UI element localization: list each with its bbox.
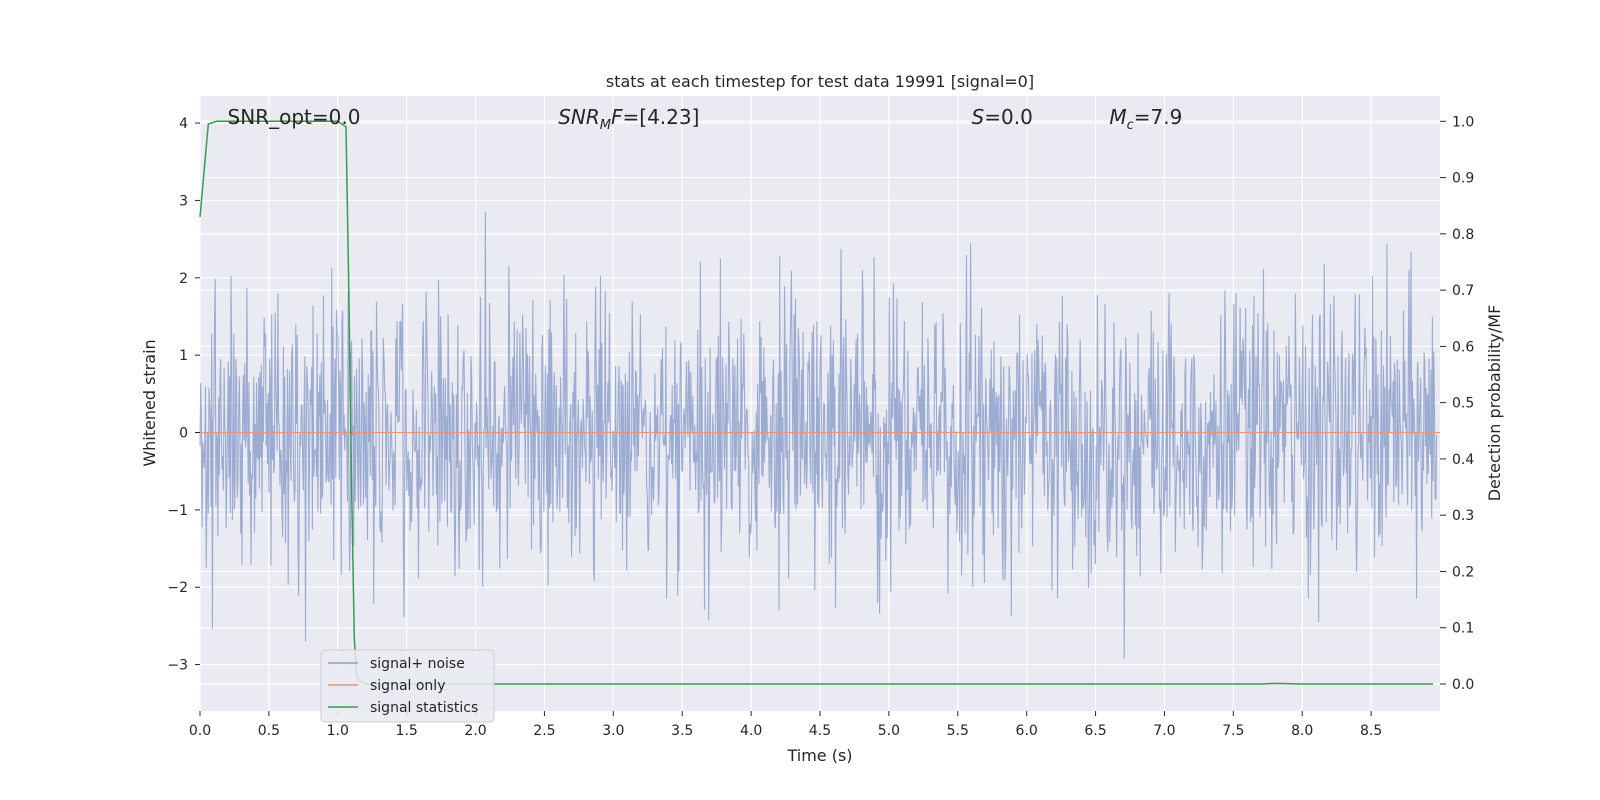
y2-tick-label: 0.4	[1452, 452, 1474, 468]
x-tick-label: 5.0	[878, 723, 900, 739]
x-tick-label: 0.0	[189, 723, 211, 739]
legend-label: signal statistics	[370, 700, 478, 716]
chart-title: stats at each timestep for test data 199…	[606, 72, 1034, 91]
y2-tick-label: 0.5	[1452, 396, 1474, 412]
x-tick-label: 3.0	[602, 723, 624, 739]
y-tick-labels: −3 −2 −1 0 1 2 3 4	[167, 116, 200, 674]
x-tick-label: 8.0	[1291, 723, 1313, 739]
y-tick-label: −1	[167, 503, 188, 519]
legend: signal+ noise signal only signal statistic…	[320, 649, 495, 723]
y2-tick-label: 0.1	[1452, 621, 1474, 637]
x-tick-label: 4.0	[740, 723, 762, 739]
y2-tick-label: 0.2	[1452, 564, 1474, 580]
y2-tick-labels: 0.0 0.1 0.2 0.3 0.4 0.5 0.6 0.7 0.8 0.9 1.0	[1440, 114, 1474, 693]
annotation-s: S=0.0	[972, 105, 1033, 129]
x-tick-label: 7.5	[1222, 723, 1244, 739]
y-axis-label: Whitened strain	[140, 339, 159, 466]
x-tick-label: 0.5	[258, 723, 280, 739]
y2-tick-label: 0.6	[1452, 339, 1474, 355]
legend-label: signal+ noise	[370, 656, 465, 672]
legend-label: signal only	[370, 678, 445, 694]
y2-tick-label: 0.8	[1452, 227, 1474, 243]
x-tick-label: 6.0	[1016, 723, 1038, 739]
x-axis-label: Time (s)	[786, 746, 852, 765]
y2-axis-label: Detection probability/MF	[1485, 305, 1504, 502]
y2-tick-label: 0.7	[1452, 283, 1474, 299]
legend-box	[320, 649, 495, 723]
noise-line	[199, 211, 1438, 659]
x-tick-labels: 0.0 0.5 1.0 1.5 2.0 2.5 3.0 3.5 4.0 4.5 5.0 5.5 6.0 6…	[189, 711, 1382, 739]
y2-tick-label: 0.9	[1452, 171, 1474, 187]
y2-tick-label: 1.0	[1452, 114, 1474, 130]
x-tick-label: 2.0	[464, 723, 486, 739]
x-tick-label: 3.5	[671, 723, 693, 739]
y2-tick-label: 0.3	[1452, 508, 1474, 524]
x-tick-label: 1.5	[396, 723, 418, 739]
y-tick-label: −3	[167, 658, 188, 674]
x-tick-label: 4.5	[809, 723, 831, 739]
x-tick-label: 7.0	[1153, 723, 1175, 739]
series-signal-plus-noise	[199, 211, 1438, 659]
y-tick-label: 3	[179, 193, 188, 209]
y-tick-label: 0	[179, 426, 188, 442]
x-tick-label: 2.5	[533, 723, 555, 739]
x-tick-label: 8.5	[1360, 723, 1382, 739]
annotation-mc: Mc=7.9	[1109, 105, 1182, 133]
y-tick-label: 2	[179, 271, 188, 287]
annotation-snr_mf: SNRMF=[4.23]	[558, 105, 699, 133]
x-tick-label: 5.5	[947, 723, 969, 739]
annotation-snr_opt: SNR_opt=0.0	[228, 105, 361, 129]
x-tick-label: 6.5	[1084, 723, 1106, 739]
y-tick-label: 4	[179, 116, 188, 132]
y-tick-label: 1	[179, 348, 188, 364]
x-tick-label: 1.0	[327, 723, 349, 739]
annotations: SNR_opt=0.0 SNRMF=[4.23] S=0.0 Mc=7.9	[228, 105, 1183, 133]
y2-tick-label: 0.0	[1452, 677, 1474, 693]
y-tick-label: −2	[167, 580, 188, 596]
